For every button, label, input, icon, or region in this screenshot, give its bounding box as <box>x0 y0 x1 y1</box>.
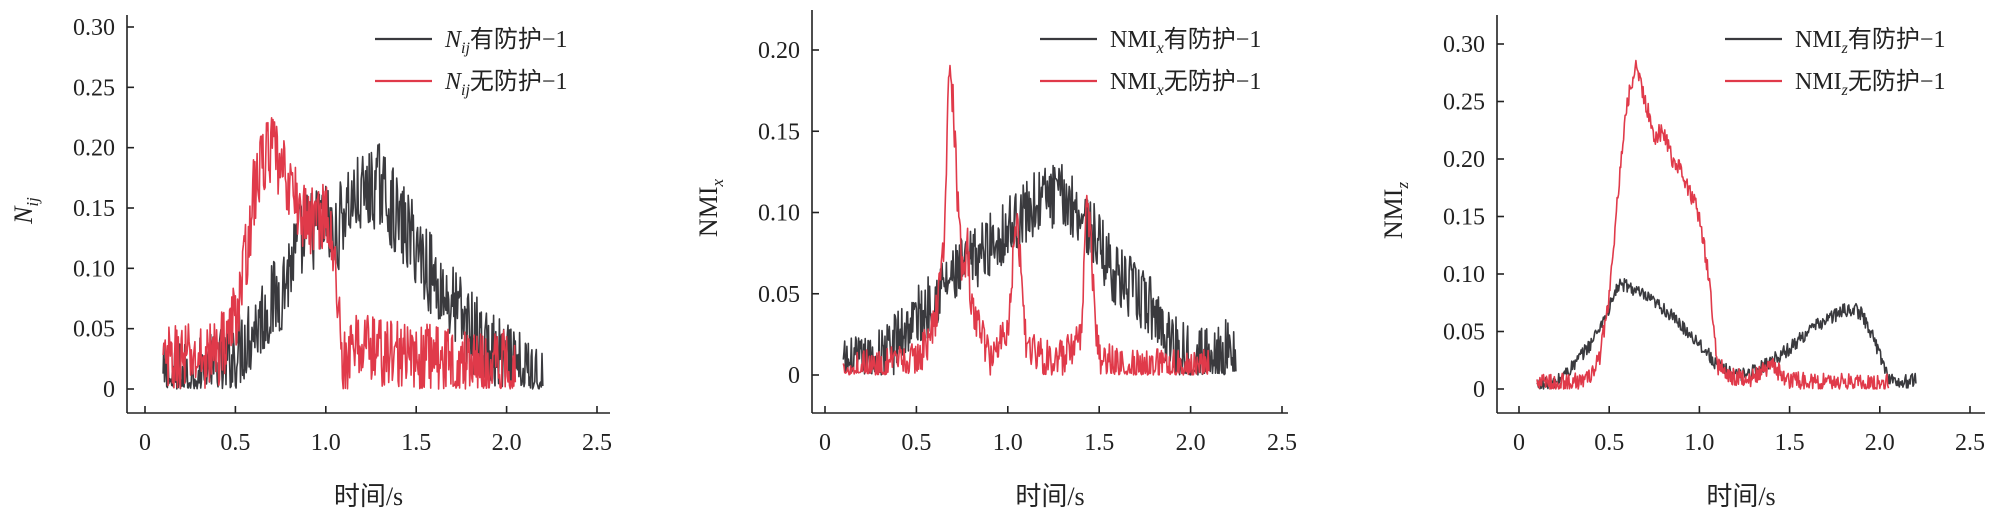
legend-label-prefix: NMI <box>1795 27 1842 53</box>
legend-label-suffix: 有防护−1 <box>470 26 568 53</box>
x-axis-title: 时间/s <box>1015 482 1084 511</box>
legend-label: Nij无防护−1 <box>444 68 567 99</box>
legend-label-sub: ij <box>461 82 470 99</box>
y-tick-label: 0.25 <box>1443 90 1485 116</box>
legend-label: NMIz无防护−1 <box>1795 68 1945 99</box>
legend-label-suffix: 有防护−1 <box>1848 26 1946 53</box>
legend-label-suffix: 有防护−1 <box>1164 26 1262 53</box>
x-tick-label: 2.0 <box>1176 430 1206 456</box>
y-tick-label: 0 <box>1473 377 1485 403</box>
x-tick-label: 0 <box>139 430 151 456</box>
y-tick-label: 0.05 <box>73 317 115 343</box>
legend-label-suffix: 无防护−1 <box>1164 68 1262 95</box>
y-tick-label: 0.30 <box>73 15 115 41</box>
x-tick-label: 2.5 <box>1955 430 1985 456</box>
y-tick-label: 0.10 <box>1443 262 1485 288</box>
legend-label: Nij有防护−1 <box>444 26 567 57</box>
legend-label: NMIx有防护−1 <box>1110 26 1261 57</box>
x-tick-label: 2.0 <box>492 430 522 456</box>
legend-label-prefix: N <box>444 69 463 95</box>
y-axis-title: NMIz <box>1379 182 1412 240</box>
x-tick-label: 2.0 <box>1865 430 1895 456</box>
legend-label-suffix: 无防护−1 <box>470 68 568 95</box>
y-tick-label: 0 <box>788 363 800 389</box>
legend-label-suffix: 无防护−1 <box>1848 68 1946 95</box>
legend-label-sub: x <box>1156 40 1164 57</box>
y-axis-title-sub: ij <box>23 197 42 207</box>
y-axis-title: NMIx <box>694 178 727 237</box>
x-axis-title: 时间/s <box>334 482 403 511</box>
chart-panel-3: 0 0.05 0.10 0.15 0.20 0.25 0.30 0 0.5 1.0 1.5 2.0 2.… <box>1379 15 1985 511</box>
y-tick-label: 0.20 <box>758 38 800 64</box>
chart-panel-2: 0 0.05 0.10 0.15 0.20 0 0.5 1.0 1.5 2.0 2.5 时间/s NMI… <box>694 10 1297 511</box>
legend-label-prefix: NMI <box>1110 27 1157 53</box>
y-tick-label: 0.05 <box>1443 320 1485 346</box>
series-line-protected <box>842 163 1237 376</box>
x-tick-label: 1.5 <box>1084 430 1114 456</box>
series-line-unprotected <box>842 64 1210 376</box>
y-tick-label: 0.05 <box>758 282 800 308</box>
legend-label-sub: z <box>1841 40 1849 57</box>
y-tick-label: 0.10 <box>758 201 800 227</box>
y-tick-label: 0.30 <box>1443 32 1485 58</box>
x-tick-label: 1.0 <box>993 430 1023 456</box>
y-axis-title-main: NMI <box>1379 189 1408 240</box>
y-axis-title-sub: x <box>708 178 727 187</box>
legend-label-sub: z <box>1841 82 1849 99</box>
y-tick-label: 0 <box>103 377 115 403</box>
y-axis-title-main: NMI <box>694 186 723 237</box>
y-tick-label: 0.15 <box>73 196 115 222</box>
x-tick-label: 0.5 <box>901 430 931 456</box>
series-line-unprotected <box>162 117 517 390</box>
y-tick-label: 0.25 <box>73 75 115 101</box>
legend-label: NMIx无防护−1 <box>1110 68 1261 99</box>
y-tick-label: 0.20 <box>1443 147 1485 173</box>
x-tick-label: 0 <box>819 430 831 456</box>
y-axis-title: Nij <box>9 197 42 225</box>
x-tick-label: 2.5 <box>582 430 612 456</box>
series-line-protected <box>1536 278 1917 390</box>
series-line-unprotected <box>1536 59 1890 390</box>
legend-label-sub: x <box>1156 82 1164 99</box>
x-tick-label: 0.5 <box>220 430 250 456</box>
chart-panel-1: 0 0.05 0.10 0.15 0.20 0.25 0.30 0 0.5 1.0 1.5 2.0 2.… <box>9 15 612 511</box>
legend-label-sub: ij <box>461 40 470 57</box>
x-axis-title: 时间/s <box>1706 482 1775 511</box>
y-tick-label: 0.20 <box>73 136 115 162</box>
y-tick-label: 0.15 <box>1443 205 1485 231</box>
legend-label: NMIz有防护−1 <box>1795 26 1945 57</box>
x-tick-label: 2.5 <box>1267 430 1297 456</box>
y-axis-title-sub: z <box>1393 182 1412 190</box>
x-tick-label: 0.5 <box>1594 430 1624 456</box>
x-tick-label: 1.5 <box>1775 430 1805 456</box>
y-tick-label: 0.10 <box>73 256 115 282</box>
y-tick-label: 0.15 <box>758 119 800 145</box>
x-tick-label: 0 <box>1513 430 1525 456</box>
x-tick-label: 1.0 <box>311 430 341 456</box>
y-axis-title-main: N <box>9 205 38 225</box>
legend-label-prefix: N <box>444 27 463 53</box>
x-tick-label: 1.5 <box>401 430 431 456</box>
x-tick-label: 1.0 <box>1684 430 1714 456</box>
legend-label-prefix: NMI <box>1795 69 1842 95</box>
legend-label-prefix: NMI <box>1110 69 1157 95</box>
